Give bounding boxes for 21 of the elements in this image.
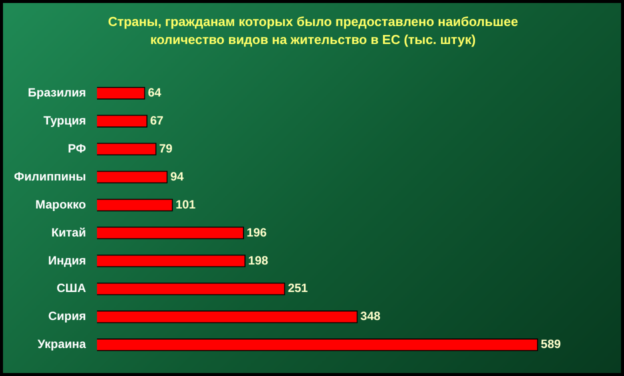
y-tick-label: Марокко bbox=[35, 197, 86, 212]
y-tick-label: Индия bbox=[48, 253, 86, 268]
data-label: 196 bbox=[246, 225, 268, 240]
data-label: 198 bbox=[248, 253, 269, 268]
y-tick-label: Филиппины bbox=[14, 169, 86, 184]
data-label: 94 bbox=[170, 169, 184, 184]
y-tick-label: Турция bbox=[44, 113, 86, 128]
y-tick-label: Китай bbox=[51, 225, 86, 240]
data-label: 79 bbox=[159, 141, 173, 156]
y-tick-label: Бразилия bbox=[28, 85, 86, 100]
data-label: 64 bbox=[148, 85, 162, 100]
data-label: 251 bbox=[288, 281, 308, 296]
chart-title: Страны, гражданам которых было предоставлено наибольшее количество видов на жительство в ЕС (тыс. штук) bbox=[106, 13, 520, 49]
data-label: 589 bbox=[540, 337, 562, 352]
y-tick-label: Украина bbox=[38, 337, 86, 352]
y-tick-label: РФ bbox=[68, 141, 86, 156]
data-label: 101 bbox=[176, 197, 196, 212]
y-tick-label: США bbox=[56, 281, 86, 296]
y-tick-label: Сирия bbox=[48, 309, 86, 324]
data-label: 67 bbox=[150, 113, 164, 128]
data-label: 348 bbox=[360, 309, 381, 324]
